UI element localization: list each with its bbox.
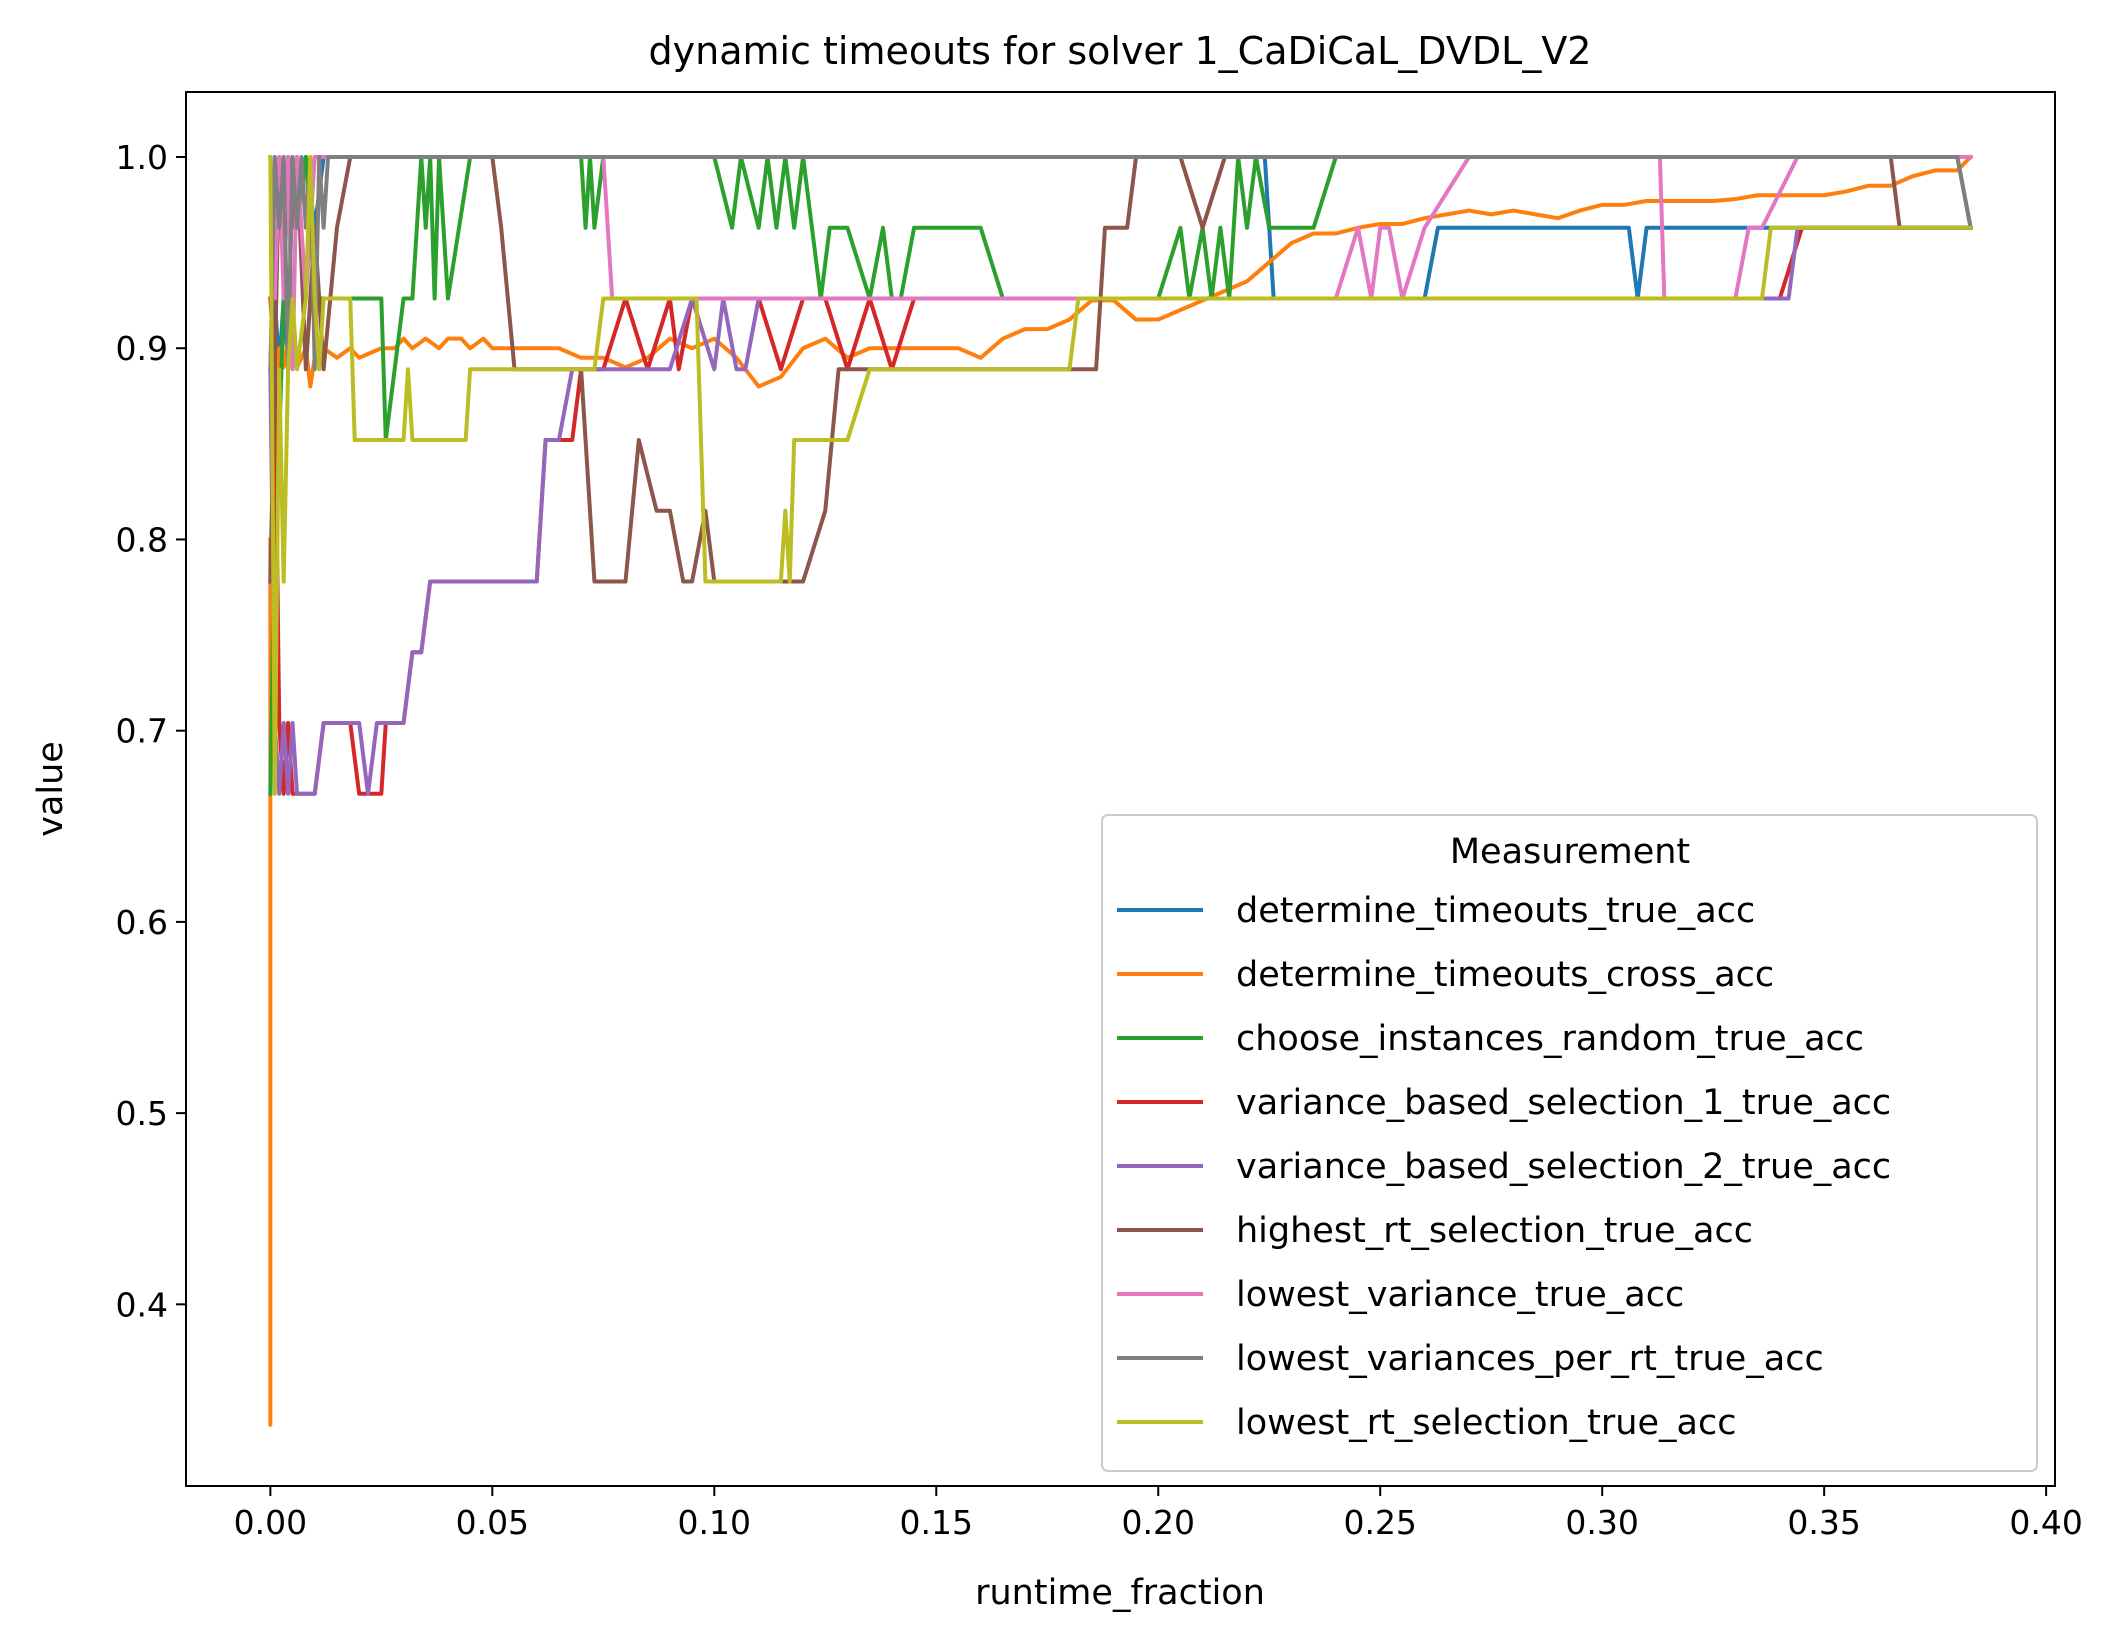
y-tick-label: 0.6	[116, 903, 168, 942]
y-tick-label: 0.8	[116, 520, 168, 559]
series-line-determine-timeouts-cross-acc	[268, 154, 1974, 1427]
y-tick-label: 0.4	[116, 1285, 168, 1324]
legend-entries: determine_timeouts_true_acc determine_tim…	[1117, 891, 1891, 1443]
plot-frame	[185, 91, 2056, 1487]
legend-label: determine_timeouts_true_acc	[1236, 891, 1755, 931]
legend-label: variance_based_selection_2_true_acc	[1236, 1147, 1891, 1187]
y-tick-label: 1.0	[116, 138, 168, 177]
series-line-lowest-rt-selection-true-acc	[268, 155, 1973, 796]
y-tick-label: 0.9	[116, 329, 168, 368]
legend-label: variance_based_selection_1_true_acc	[1236, 1083, 1891, 1123]
x-tick-label: 0.40	[2009, 1503, 2082, 1542]
series-line-choose-instances-random-true-acc	[268, 155, 1973, 796]
x-tick-label: 0.20	[1121, 1503, 1194, 1542]
x-tick-label: 0.25	[1343, 1503, 1416, 1542]
y-axis: 0.4 0.5 0.6 0.7 0.8 0.9 1.0	[116, 138, 186, 1324]
x-tick-label: 0.30	[1565, 1503, 1638, 1542]
legend-label: lowest_variances_per_rt_true_acc	[1236, 1339, 1824, 1379]
legend-label: choose_instances_random_true_acc	[1236, 1019, 1864, 1059]
x-axis: 0.00 0.05 0.10 0.15 0.20 0.25 0.30 0.35 0.40	[234, 1486, 2083, 1542]
x-axis-label: runtime_fraction	[975, 1573, 1265, 1613]
legend-box	[1101, 814, 2038, 1472]
x-tick-label: 0.05	[456, 1503, 529, 1542]
y-axis-label: value	[31, 741, 71, 837]
legend-label: highest_rt_selection_true_acc	[1236, 1211, 1753, 1251]
x-tick-label: 0.35	[1787, 1503, 1860, 1542]
legend-label: determine_timeouts_cross_acc	[1236, 955, 1774, 995]
chart-title: dynamic timeouts for solver 1_CaDiCaL_DV…	[649, 29, 1592, 73]
x-tick-label: 0.00	[234, 1503, 307, 1542]
legend-label: lowest_variance_true_acc	[1236, 1275, 1684, 1315]
y-tick-label: 0.7	[116, 712, 168, 751]
x-tick-label: 0.15	[900, 1503, 973, 1542]
x-tick-label: 0.10	[678, 1503, 751, 1542]
legend: Measurement determine_timeouts_true_accd…	[1101, 814, 2038, 1472]
legend-title: Measurement	[1450, 832, 1690, 872]
legend-label: lowest_rt_selection_true_acc	[1236, 1403, 1736, 1443]
y-tick-label: 0.5	[116, 1094, 168, 1133]
series-layer	[268, 154, 1974, 1427]
